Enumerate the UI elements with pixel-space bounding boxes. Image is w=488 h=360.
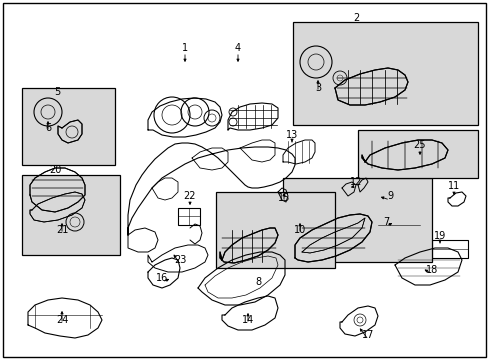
Text: 5: 5 bbox=[54, 87, 60, 97]
Text: 4: 4 bbox=[234, 43, 241, 53]
Bar bbox=[292, 22, 477, 125]
Text: 21: 21 bbox=[56, 225, 68, 235]
Bar bbox=[178, 208, 200, 225]
Text: 1: 1 bbox=[182, 43, 188, 53]
Text: 6: 6 bbox=[45, 123, 51, 133]
Text: 2: 2 bbox=[352, 13, 358, 23]
Text: 14: 14 bbox=[242, 315, 254, 325]
Bar bbox=[22, 88, 115, 165]
Text: 10: 10 bbox=[293, 225, 305, 235]
Text: 12: 12 bbox=[349, 177, 362, 187]
Bar bbox=[431, 240, 467, 258]
Text: 13: 13 bbox=[285, 130, 298, 140]
Text: 20: 20 bbox=[49, 165, 61, 175]
Text: 17: 17 bbox=[361, 330, 373, 340]
Text: 24: 24 bbox=[56, 315, 68, 325]
Bar bbox=[283, 178, 431, 262]
Text: 3: 3 bbox=[314, 83, 321, 93]
Text: 19: 19 bbox=[433, 231, 445, 241]
Text: 15: 15 bbox=[277, 193, 289, 203]
Text: 25: 25 bbox=[413, 140, 426, 150]
Bar bbox=[216, 192, 334, 268]
Text: 7: 7 bbox=[382, 217, 388, 227]
Text: 11: 11 bbox=[447, 181, 459, 191]
Bar bbox=[377, 218, 419, 232]
Text: 22: 22 bbox=[183, 191, 196, 201]
Text: 18: 18 bbox=[425, 265, 437, 275]
Text: 8: 8 bbox=[254, 277, 261, 287]
Bar bbox=[357, 130, 477, 178]
Text: 23: 23 bbox=[173, 255, 186, 265]
Text: 9: 9 bbox=[386, 191, 392, 201]
Bar bbox=[22, 175, 120, 255]
Text: 16: 16 bbox=[156, 273, 168, 283]
